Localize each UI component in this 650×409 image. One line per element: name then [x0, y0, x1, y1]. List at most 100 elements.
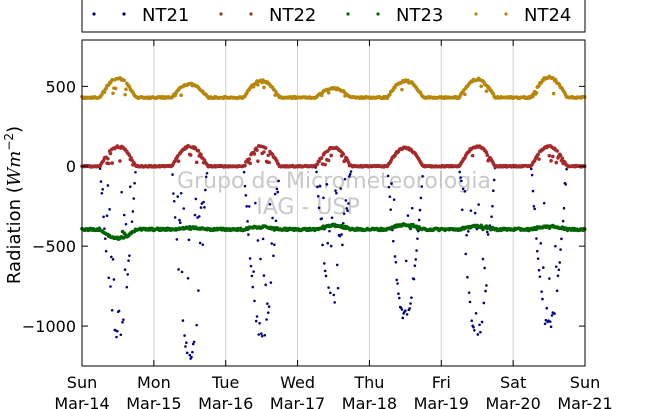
data-point [122, 213, 126, 217]
legend-label-NT23: NT23 [396, 5, 443, 26]
data-point [118, 159, 122, 163]
data-point [349, 170, 353, 173]
data-point [269, 281, 273, 284]
data-point [396, 282, 399, 285]
data-point [472, 325, 475, 329]
data-point [122, 318, 125, 321]
data-point [473, 211, 477, 215]
data-point [390, 182, 393, 185]
data-point [178, 218, 181, 222]
data-point [202, 200, 205, 204]
data-point [244, 194, 248, 197]
data-point [468, 300, 472, 304]
data-point [256, 159, 260, 163]
data-point [125, 285, 129, 289]
data-point [465, 233, 468, 237]
data-point [541, 297, 544, 301]
data-point [201, 243, 205, 246]
data-point [400, 308, 404, 311]
data-point [549, 159, 553, 163]
data-point [391, 239, 395, 243]
data-point [107, 276, 111, 280]
data-point [128, 185, 132, 189]
data-point [103, 237, 107, 240]
data-point [133, 181, 136, 185]
data-point [344, 199, 348, 202]
data-point [554, 244, 557, 248]
data-point [326, 241, 330, 245]
x-tick-label-day: Sun [67, 373, 97, 392]
axis-ticks [81, 40, 586, 366]
data-point [470, 153, 475, 158]
data-point [329, 153, 334, 158]
data-point [322, 196, 325, 200]
data-point [395, 278, 399, 282]
data-point [544, 318, 548, 322]
data-point [266, 311, 270, 314]
data-point [123, 268, 127, 271]
data-point [404, 309, 407, 312]
data-point [476, 333, 480, 336]
y-axis-label: Radiation (Wm−2) [2, 126, 25, 284]
data-point [486, 233, 490, 236]
data-point [408, 226, 413, 231]
data-point [326, 158, 331, 163]
data-point [397, 292, 400, 296]
data-point [120, 190, 123, 194]
data-point [329, 244, 333, 248]
data-point [106, 156, 110, 161]
data-point [326, 91, 331, 95]
data-point [320, 217, 324, 220]
data-point [348, 175, 351, 178]
data-point [417, 218, 421, 222]
data-point [276, 190, 280, 194]
data-point [252, 270, 255, 273]
data-point [243, 184, 247, 188]
data-point [409, 302, 412, 305]
data-point [197, 215, 201, 218]
legend-marker [92, 12, 96, 16]
data-point [275, 187, 279, 191]
data-point [105, 214, 109, 218]
data-point [473, 328, 476, 332]
data-point [256, 83, 260, 87]
x-tick-label-date: Mar-19 [414, 394, 469, 409]
legend-marker [219, 12, 223, 16]
data-point [115, 335, 118, 339]
data-point [561, 219, 565, 223]
data-point [484, 289, 487, 293]
data-point [538, 275, 542, 278]
data-point [477, 203, 480, 206]
data-point [263, 333, 267, 337]
x-tick-label-date: Mar-20 [485, 394, 540, 409]
data-point [551, 154, 555, 159]
data-point [416, 237, 419, 240]
data-point [386, 174, 390, 178]
data-point [554, 265, 558, 268]
data-point [260, 334, 264, 338]
data-point [537, 83, 541, 88]
data-point [247, 157, 252, 161]
data-point [420, 185, 424, 188]
data-point [334, 189, 337, 192]
data-point [117, 309, 121, 313]
data-point [277, 179, 280, 183]
watermark-line-2: IAG - USP [256, 195, 359, 220]
data-point [387, 185, 391, 189]
data-point [330, 216, 334, 219]
data-point [195, 323, 198, 327]
data-point [333, 301, 336, 304]
data-point [264, 283, 267, 287]
data-point [200, 202, 204, 205]
data-point [551, 91, 556, 96]
legend-label-NT21: NT21 [142, 5, 189, 26]
x-tick-label-date: Mar-21 [557, 394, 612, 409]
data-point [537, 157, 541, 161]
data-point [181, 319, 185, 322]
data-point [332, 293, 336, 297]
data-point [183, 334, 186, 337]
data-point [463, 190, 467, 193]
legend-label-NT24: NT24 [524, 5, 571, 26]
data-point [110, 255, 113, 259]
